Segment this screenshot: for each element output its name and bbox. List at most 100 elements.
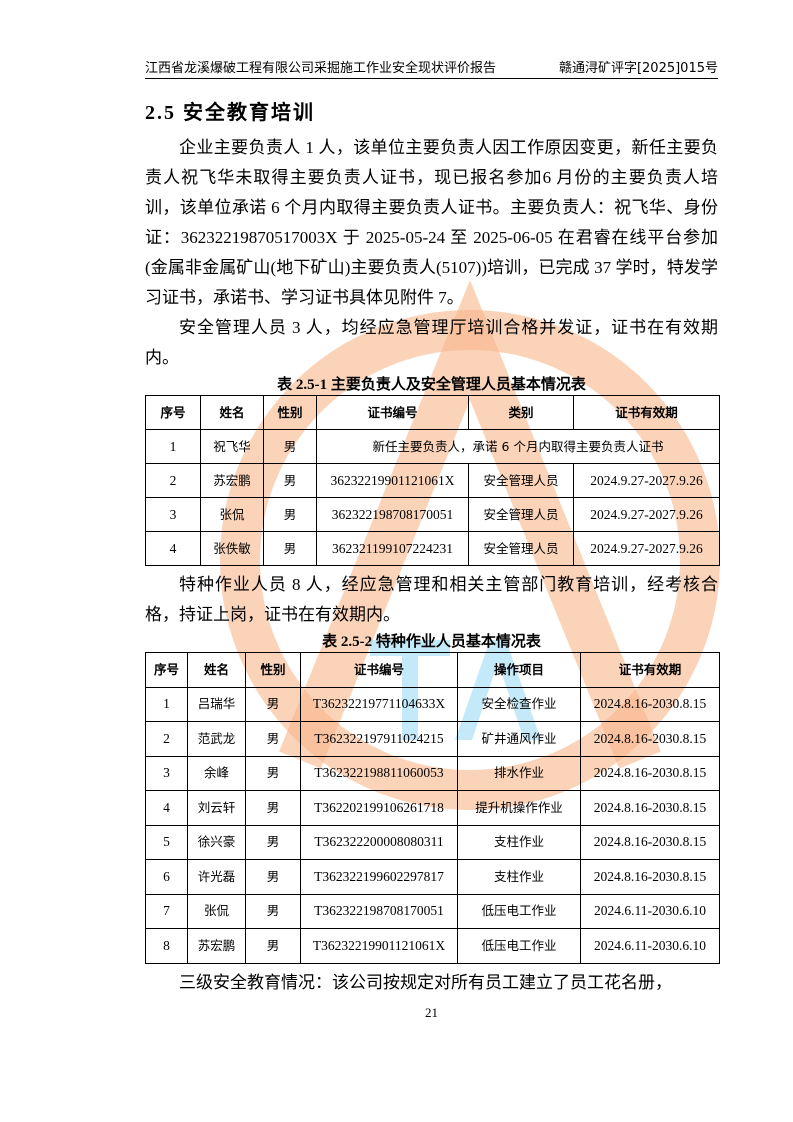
cell-operation: 矿井通风作业 <box>457 721 581 757</box>
cell-gender: 男 <box>263 463 317 498</box>
table-row: 5 徐兴豪男 T362322200008080311 支柱作业 2024.8.16-20… <box>145 824 720 860</box>
paragraph-three-level: 三级安全教育情况：该公司按规定对所有员工建立了员工花名册， <box>179 972 672 992</box>
cell-gender: 男 <box>245 755 301 791</box>
cell-type: 安全管理人员 <box>468 531 574 566</box>
col-header: 性别 <box>245 652 301 688</box>
col-header: 序号 <box>145 652 188 688</box>
cell-cert: T362322198708170051 <box>300 893 458 929</box>
cell-cert: T362322200008080311 <box>300 824 458 860</box>
cell-no: 1 <box>145 429 201 464</box>
col-header: 序号 <box>145 395 201 430</box>
col-header: 操作项目 <box>457 652 581 688</box>
cell-gender: 男 <box>245 893 301 929</box>
cell-operation: 低压电工作业 <box>457 893 581 929</box>
cell-operation: 排水作业 <box>457 755 581 791</box>
cell-no: 4 <box>145 790 188 826</box>
cell-name: 刘云轩 <box>187 790 246 826</box>
cell-gender: 男 <box>245 859 301 895</box>
table-row: 7 张侃男 T362322198708170051 低压电工作业 2024.6.11-2… <box>145 893 720 929</box>
cell-name: 范武龙 <box>187 721 246 757</box>
col-header: 证书有效期 <box>580 652 720 688</box>
table1-caption: 表 2.5-1 主要负责人及安全管理人员基本情况表 <box>277 377 586 393</box>
col-header: 类别 <box>468 395 574 430</box>
cell-gender: 男 <box>245 928 301 964</box>
cell-gender: 男 <box>245 686 301 722</box>
paragraph-special-workers: 特种作业人员 8 人，经应急管理和相关主管部门教育培训，经考核合格，持证上岗，证… <box>145 575 718 624</box>
cell-no: 2 <box>145 721 188 757</box>
cell-name: 张侃 <box>187 893 246 929</box>
cell-cert: T362202199106261718 <box>300 790 458 826</box>
cell-cert: T362322197911024215 <box>300 721 458 757</box>
report-number: 赣通浔矿评字[2025]015号 <box>558 61 718 76</box>
cell-name: 余峰 <box>187 755 246 791</box>
cell-operation: 低压电工作业 <box>457 928 581 964</box>
cell-name: 许光磊 <box>187 859 246 895</box>
page-number: 21 <box>425 1004 438 1020</box>
table-row: 2 范武龙男 T362322197911024215 矿井通风作业 2024.8.16-… <box>145 721 720 757</box>
table-row: 8 苏宏鹏男 T36232219901121061X 低压电工作业 2024.6.11-… <box>145 928 720 964</box>
cell-valid: 2024.8.16-2030.8.15 <box>580 824 720 860</box>
table-row: 3 张侃 男 362322198708170051 安全管理人员 2024.9.… <box>145 497 720 532</box>
cell-no: 7 <box>145 893 188 929</box>
page-header: 江西省龙溪爆破工程有限公司采掘施工作业安全现状评价报告 赣通浔矿评字[2025]… <box>145 60 718 79</box>
cell-no: 3 <box>145 497 201 532</box>
cell-type: 安全管理人员 <box>468 463 574 498</box>
cell-no: 6 <box>145 859 188 895</box>
table-special-workers: 序号 姓名 性别 证书编号 操作项目 证书有效期 1 吕瑞华男 T362322197… <box>145 652 720 964</box>
cell-cert: T36232219901121061X <box>300 928 458 964</box>
cell-valid: 2024.8.16-2030.8.15 <box>580 859 720 895</box>
table-row: 2 苏宏鹏 男 36232219901121061X 安全管理人员 2024.9… <box>145 463 720 498</box>
cell-gender: 男 <box>245 790 301 826</box>
cell-cert: 36232219901121061X <box>316 463 469 498</box>
col-header: 证书有效期 <box>573 395 720 430</box>
col-header: 姓名 <box>200 395 264 430</box>
cell-gender: 男 <box>263 497 317 532</box>
col-header: 证书编号 <box>300 652 458 688</box>
table-row: 4 张佚敏 男 362321199107224231 安全管理人员 2024.9… <box>145 531 720 566</box>
cell-name: 张侃 <box>200 497 264 532</box>
cell-no: 8 <box>145 928 188 964</box>
table-row: 3 余峰男 T362322198811060053 排水作业 2024.8.16-203… <box>145 755 720 791</box>
cell-note: 新任主要负责人，承诺 6 个月内取得主要负责人证书 <box>316 429 720 464</box>
cell-valid: 2024.6.11-2030.6.10 <box>580 928 720 964</box>
cell-name: 祝飞华 <box>200 429 264 464</box>
cell-gender: 男 <box>263 429 317 464</box>
table-row: 1 祝飞华 男 新任主要负责人，承诺 6 个月内取得主要负责人证书 <box>145 429 720 464</box>
cell-valid: 2024.9.27-2027.9.26 <box>573 463 720 498</box>
col-header: 性别 <box>263 395 317 430</box>
cell-operation: 安全检查作业 <box>457 686 581 722</box>
cell-no: 1 <box>145 686 188 722</box>
cell-name: 吕瑞华 <box>187 686 246 722</box>
cell-name: 张佚敏 <box>200 531 264 566</box>
table-row: 6 许光磊男 T362322199602297817 支柱作业 2024.8.16-20… <box>145 859 720 895</box>
cell-valid: 2024.9.27-2027.9.26 <box>573 497 720 532</box>
cell-cert: 362321199107224231 <box>316 531 469 566</box>
cell-cert: 362322198708170051 <box>316 497 469 532</box>
cell-valid: 2024.8.16-2030.8.15 <box>580 721 720 757</box>
cell-no: 3 <box>145 755 188 791</box>
cell-no: 5 <box>145 824 188 860</box>
cell-cert: T362322198811060053 <box>300 755 458 791</box>
cell-operation: 支柱作业 <box>457 859 581 895</box>
cell-name: 苏宏鹏 <box>200 463 264 498</box>
cell-gender: 男 <box>263 531 317 566</box>
table-header-row: 序号 姓名 性别 证书编号 类别 证书有效期 <box>145 395 720 430</box>
cell-valid: 2024.8.16-2030.8.15 <box>580 686 720 722</box>
cell-cert: T36232219771104633X <box>300 686 458 722</box>
page-content: 江西省龙溪爆破工程有限公司采掘施工作业安全现状评价报告 赣通浔矿评字[2025]… <box>145 60 720 1022</box>
col-header: 证书编号 <box>316 395 469 430</box>
paragraph-safety-staff: 安全管理人员 3 人，均经应急管理厅培训合格并发证，证书在有效期内。 <box>145 318 718 367</box>
table-header-row: 序号 姓名 性别 证书编号 操作项目 证书有效期 <box>145 652 720 688</box>
table2-caption: 表 2.5-2 特种作业人员基本情况表 <box>322 634 541 650</box>
table-row: 4 刘云轩男 T362202199106261718 提升机操作作业 2024.8.16… <box>145 790 720 826</box>
report-title: 江西省龙溪爆破工程有限公司采掘施工作业安全现状评价报告 <box>145 61 497 76</box>
section-title: 2.5 安全教育培训 <box>145 102 315 124</box>
col-header: 姓名 <box>187 652 246 688</box>
cell-type: 安全管理人员 <box>468 497 574 532</box>
cell-cert: T362322199602297817 <box>300 859 458 895</box>
cell-name: 徐兴豪 <box>187 824 246 860</box>
cell-no: 2 <box>145 463 201 498</box>
cell-valid: 2024.8.16-2030.8.15 <box>580 755 720 791</box>
cell-valid: 2024.8.16-2030.8.15 <box>580 790 720 826</box>
cell-gender: 男 <box>245 721 301 757</box>
